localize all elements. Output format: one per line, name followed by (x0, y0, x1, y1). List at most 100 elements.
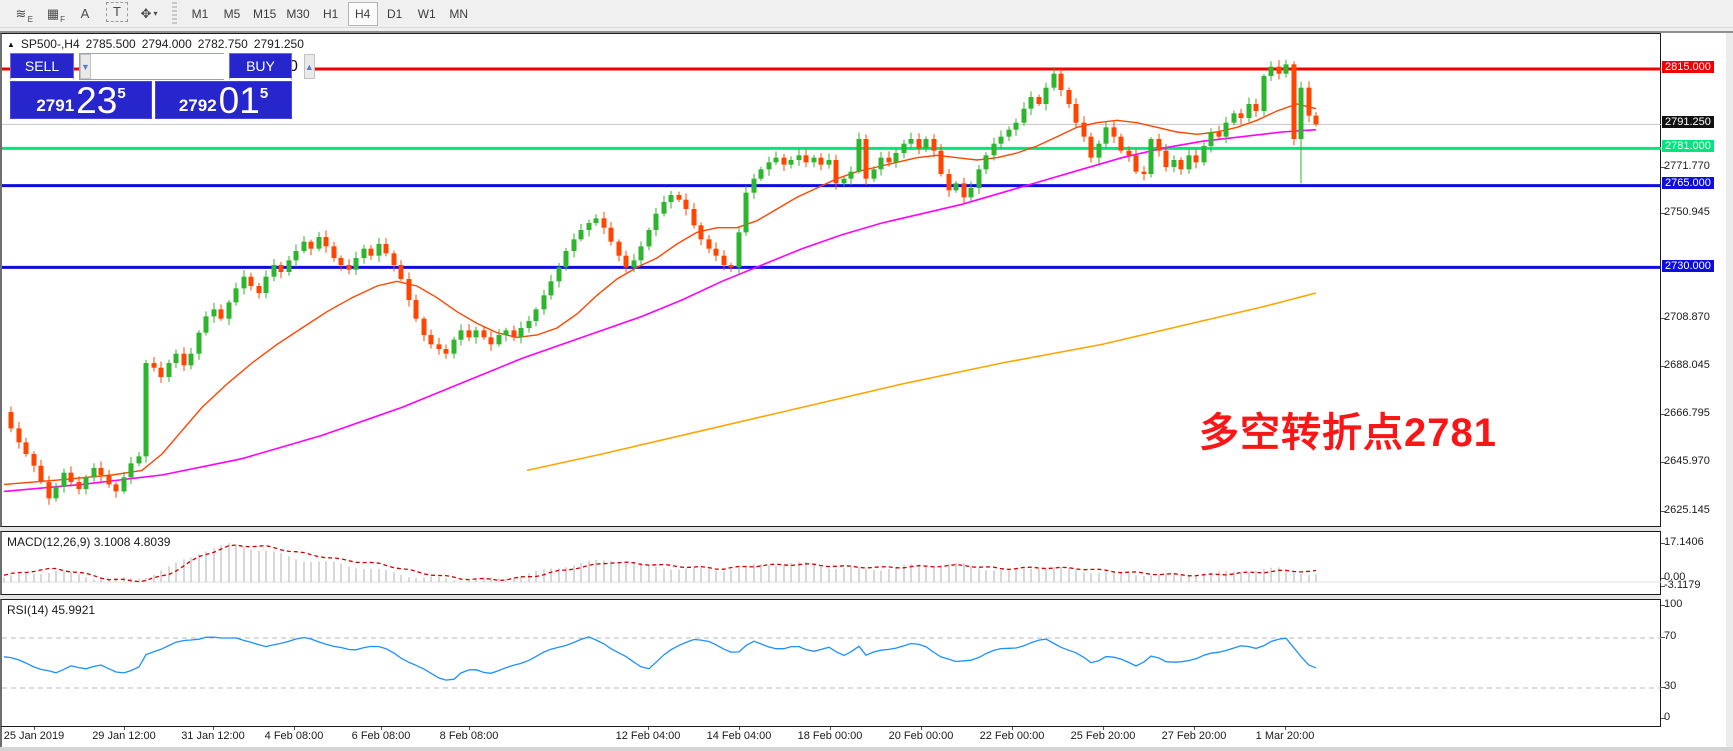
arrow-objects-tool-icon[interactable]: ✥ ▾ (140, 5, 158, 21)
toolbar-tools: ≋ E ▦ F A T ✥ ▾ (6, 1, 166, 26)
candle-body (668, 195, 674, 203)
price-scale[interactable]: 2815.000 2791.250 2781.000 2771.770 2765.000… (1661, 33, 1726, 747)
panel-splitter[interactable] (0, 595, 1661, 599)
candle-body (571, 239, 577, 252)
text-tool-icon[interactable]: T (106, 1, 128, 22)
candle-body (878, 157, 884, 170)
period-button-d1[interactable]: D1 (387, 6, 403, 21)
candle-body (1186, 155, 1192, 170)
period-button-h4[interactable]: H4 (347, 1, 378, 26)
candle-body (1246, 104, 1252, 119)
time-tick-mark (469, 727, 470, 730)
candle-body (698, 225, 704, 240)
candle-body (1238, 113, 1244, 119)
toolbar: ≋ E ▦ F A T ✥ ▾ M1 M5 M15 M30 H1 H4 D1 W1 MN (0, 0, 1733, 28)
candle-body (931, 139, 937, 151)
candle-body (653, 213, 659, 231)
date-label: 25 Feb 20:00 (1070, 730, 1136, 742)
candle-body (743, 192, 749, 233)
candle-body (901, 143, 907, 154)
period-button-m30[interactable]: M30 (286, 6, 310, 21)
candlestick-chart[interactable] (2, 34, 1661, 526)
elliott-wave-tool-icon[interactable]: ≋ E (15, 5, 33, 24)
symbol-period-label: SP500-,H4 (20, 37, 80, 51)
candle-body (758, 169, 764, 179)
candle-body (556, 267, 562, 282)
candle-body (496, 335, 502, 345)
text-label-tool-icon[interactable]: A (80, 6, 90, 21)
candle-body (428, 335, 434, 345)
time-tick-mark (830, 727, 831, 730)
date-label: 29 Jan 12:00 (92, 730, 156, 742)
lot-decrease-button[interactable]: ▼ (80, 54, 91, 79)
scale-label: 0 (1664, 711, 1671, 723)
time-tick-mark (739, 727, 740, 730)
candle-body (638, 246, 644, 261)
candle-body (106, 475, 112, 485)
candle-body (796, 155, 802, 161)
candle-body (481, 330, 487, 338)
candle-body (143, 363, 149, 457)
candle-body (938, 150, 944, 175)
scale-label: 70 (1664, 630, 1677, 642)
candle-body (226, 302, 232, 319)
candle-body (646, 230, 652, 247)
candle-body (728, 265, 734, 268)
candle-body (998, 136, 1004, 144)
period-button-mn[interactable]: MN (449, 6, 469, 21)
ohlc-low: 2782.750 (197, 37, 248, 51)
macd-indicator-panel[interactable]: MACD(12,26,9) 3.1008 4.8039 (0, 531, 1661, 595)
sell-price-big: 23 (76, 79, 118, 121)
candle-body (166, 363, 172, 378)
fibonacci-grid-tool-icon[interactable]: ▦ F (46, 5, 65, 24)
period-button-m1[interactable]: M1 (191, 6, 209, 21)
lot-increase-button[interactable]: ▲ (303, 54, 315, 79)
candle-body (961, 183, 967, 198)
sell-button[interactable]: SELL (10, 53, 74, 80)
panel-splitter[interactable] (0, 527, 1661, 531)
period-buttons: M1 M5 M15 M30 H1 H4 D1 W1 MN (185, 1, 476, 26)
buy-price-display[interactable]: 2792 01 5 (155, 81, 292, 119)
candle-body (908, 139, 914, 144)
scale-label: 100 (1664, 598, 1683, 610)
candle-body (1021, 108, 1027, 123)
candle-body (631, 260, 637, 268)
candle-body (128, 463, 134, 478)
rsi-indicator-panel[interactable]: RSI(14) 45.9921 (0, 599, 1661, 727)
candle-body (361, 248, 367, 259)
candle-body (151, 363, 157, 368)
buy-price-small: 2792 (178, 96, 217, 115)
candle-body (413, 300, 419, 319)
candle-body (623, 255, 629, 268)
period-button-m15[interactable]: M15 (253, 6, 277, 21)
buy-button[interactable]: BUY (229, 53, 292, 80)
scale-tick-mark (1661, 605, 1665, 606)
time-axis[interactable]: 25 Jan 2019 29 Jan 12:00 31 Jan 12:00 4 Feb… (0, 727, 1661, 747)
period-button-m5[interactable]: M5 (223, 6, 241, 21)
candle-body (53, 486, 59, 499)
candle-body (1103, 127, 1109, 144)
candle-body (976, 169, 982, 189)
period-button-h1[interactable]: H1 (323, 6, 339, 21)
candle-body (1231, 113, 1237, 123)
collapse-triangle-icon[interactable]: ▲ (7, 39, 15, 49)
candle-body (1291, 64, 1297, 140)
main-chart-panel[interactable]: ▲ SP500-,H4 2785.500 2794.000 2782.750 2… (0, 33, 1661, 527)
candle-body (83, 477, 89, 490)
scale-tick-mark (1661, 414, 1665, 415)
scale-tick-mark (1661, 318, 1665, 319)
time-tick-mark (1194, 727, 1195, 730)
candle-body (1268, 66, 1274, 77)
sell-price-sup: 5 (117, 85, 126, 102)
sell-price-display[interactable]: 2791 23 5 (10, 81, 152, 119)
candle-body (263, 276, 269, 294)
date-label: 18 Feb 00:00 (797, 730, 863, 742)
candle-body (1223, 122, 1229, 137)
candle-body (1013, 122, 1019, 130)
period-button-w1[interactable]: W1 (417, 6, 436, 21)
chart-text-annotation: 多空转折点2781 (1199, 411, 1497, 455)
candle-body (1051, 73, 1057, 88)
candle-body (818, 157, 824, 165)
buy-price-sup: 5 (259, 85, 269, 102)
candle-body (953, 183, 959, 191)
